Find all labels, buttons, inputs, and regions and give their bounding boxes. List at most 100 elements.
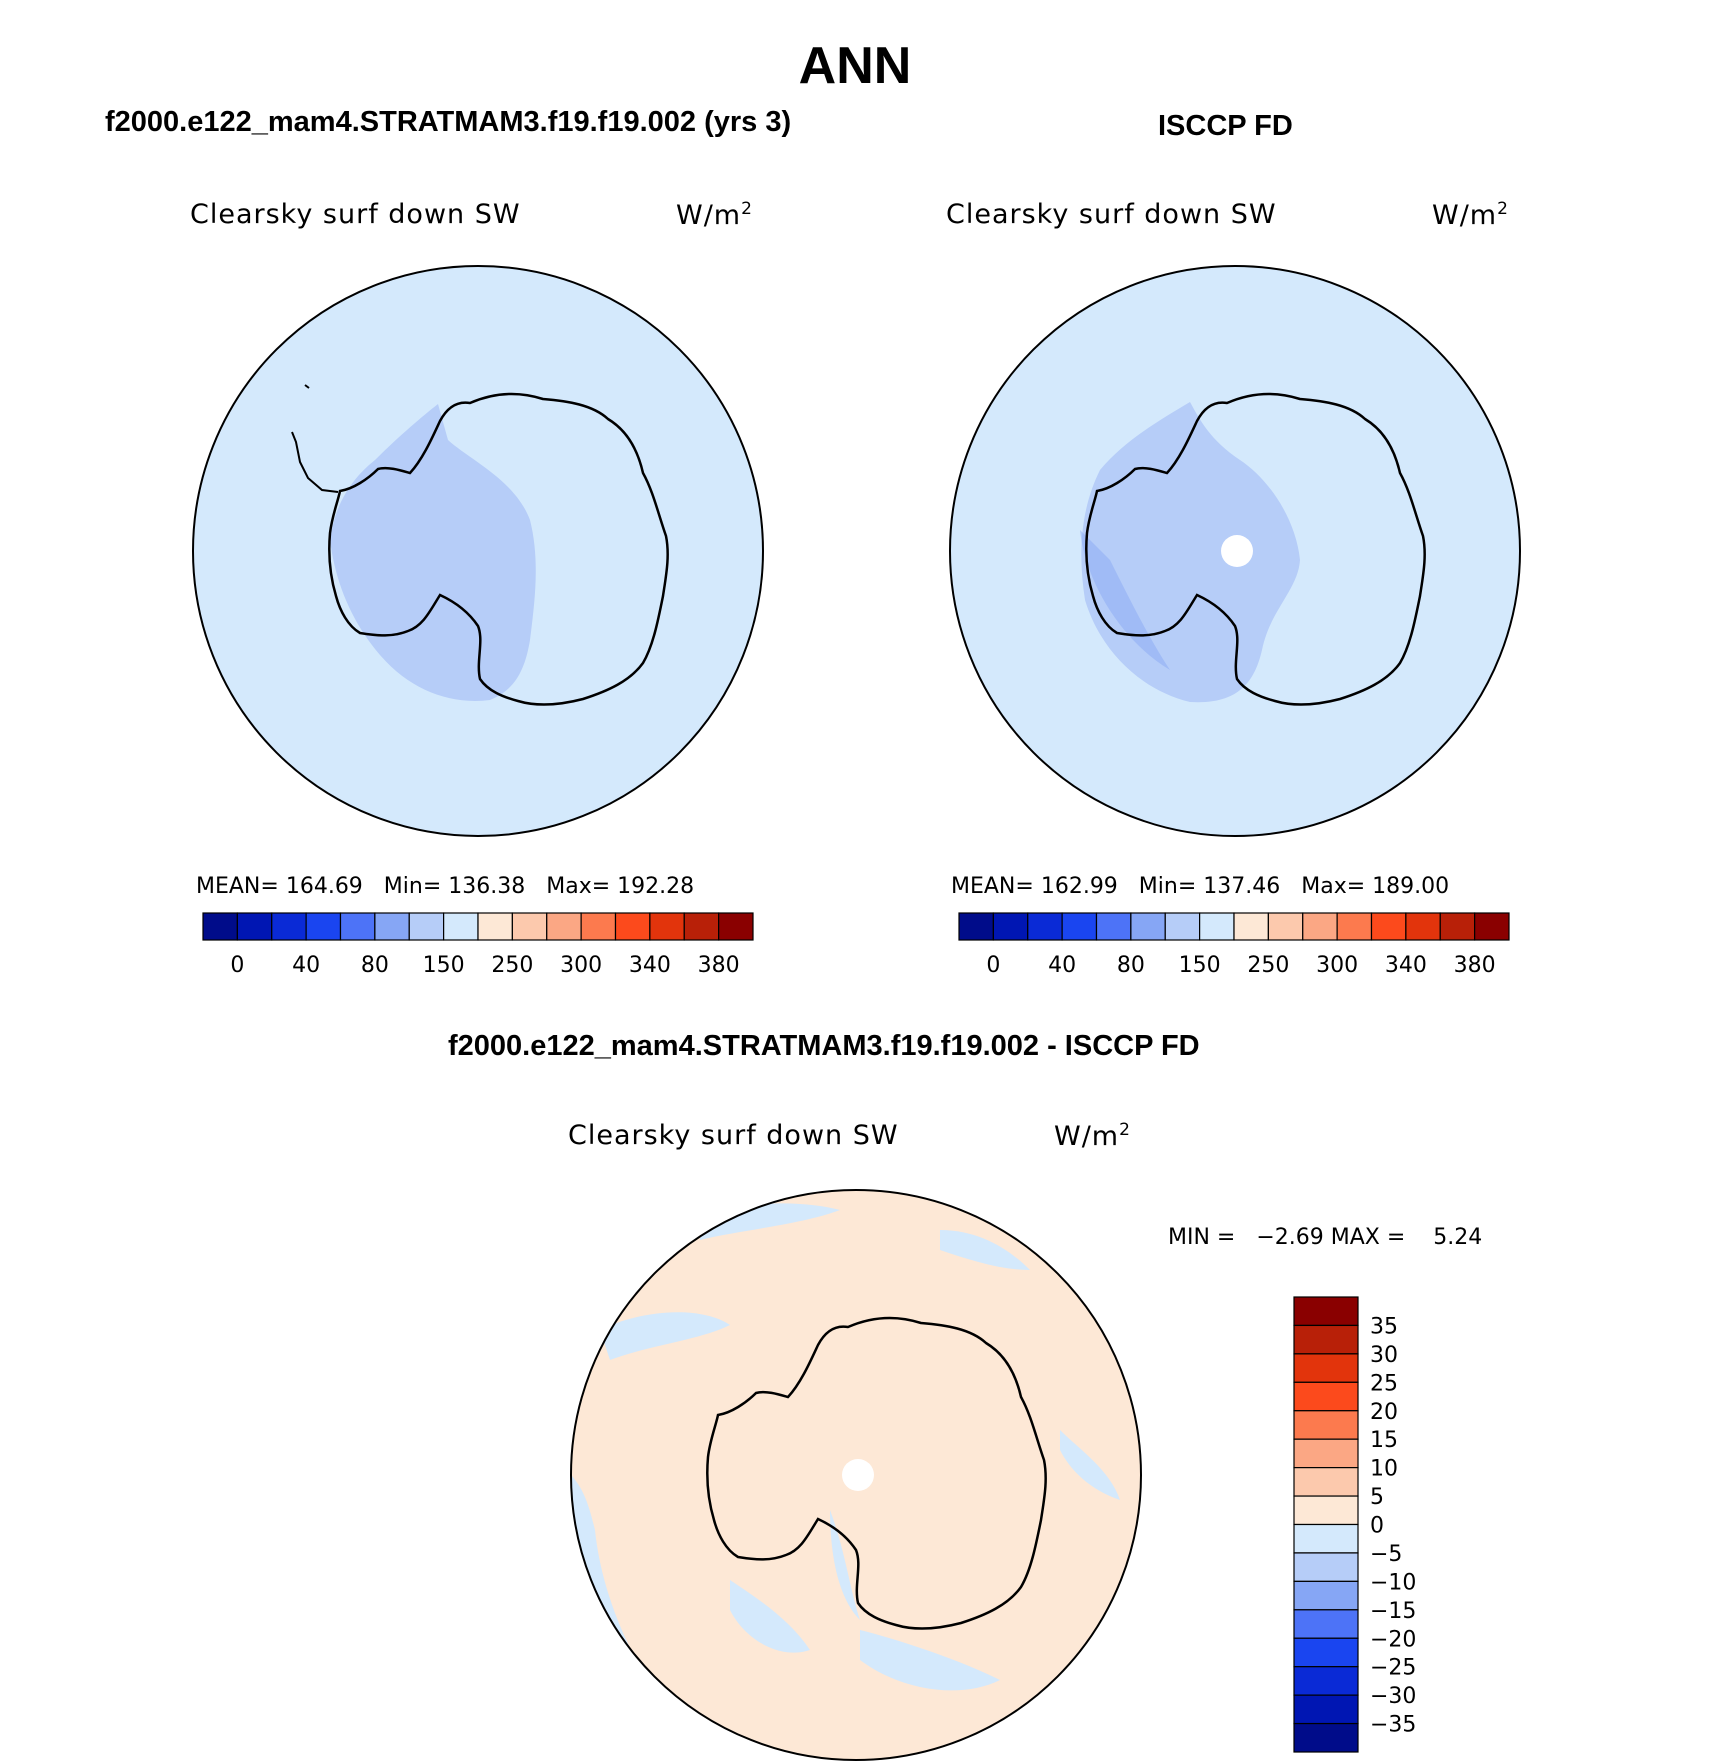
panel1-map bbox=[193, 266, 763, 836]
panel3-colorbar-tick-label: −35 bbox=[1370, 1713, 1416, 1738]
panel1-map-border bbox=[192, 265, 764, 837]
panel1-colorbar-tick-label: 0 bbox=[230, 953, 244, 978]
panel1-case-title: f2000.e122_mam4.STRATMAM3.f19.f19.002 (y… bbox=[105, 106, 792, 138]
panel2-colorbar-box bbox=[1370, 912, 1407, 941]
panel1-colorbar-box bbox=[477, 912, 513, 941]
panel3-colorbar-box bbox=[1293, 1694, 1359, 1725]
panel3-colorbar-box bbox=[1293, 1381, 1359, 1412]
panel2-colorbar: 0 40 80 150 250 300 340 380 bbox=[958, 912, 1510, 978]
panel3-colorbar: 35 30 25 20 15 10 5 0 −5 −10 −15 −20 −25 −30 −35 bbox=[1293, 1296, 1416, 1753]
panel3-case-title: f2000.e122_mam4.STRATMAM3.f19.f19.002 - … bbox=[448, 1030, 1200, 1062]
panel2-colorbar-box bbox=[1199, 912, 1235, 941]
panel3-colorbar-tick-label: 10 bbox=[1370, 1457, 1398, 1482]
panel2-colorbar-tick-label: 0 bbox=[986, 953, 1000, 978]
panel1-colorbar-box bbox=[546, 912, 582, 941]
panel2-colorbar-box bbox=[1439, 912, 1476, 941]
panel3-colorbar-box bbox=[1293, 1552, 1359, 1582]
panel2-colorbar-tick-label: 40 bbox=[1048, 953, 1076, 978]
panel3-colorbar-tick-label: −30 bbox=[1370, 1684, 1416, 1709]
panel3-colorbar-box bbox=[1293, 1410, 1359, 1440]
panel1-colorbar-box bbox=[305, 912, 342, 941]
panel3-units-label: W/m2 bbox=[1054, 1120, 1131, 1152]
panel2-missing-pole bbox=[1221, 535, 1253, 567]
panel1-colorbar-box bbox=[614, 912, 651, 941]
panel1-variable-label: Clearsky surf down SW bbox=[190, 199, 521, 230]
panel2-colorbar-box bbox=[1405, 912, 1441, 941]
panel1-colorbar-box bbox=[202, 912, 238, 941]
panel3-colorbar-box bbox=[1293, 1495, 1359, 1526]
panel2-colorbar-tick-label: 300 bbox=[1316, 953, 1358, 978]
panel2-colorbar-box bbox=[1130, 912, 1166, 941]
panel3-colorbar-tick-label: −10 bbox=[1370, 1570, 1416, 1595]
panel1-colorbar-tick-label: 380 bbox=[698, 953, 740, 978]
panel3-colorbar-box bbox=[1293, 1722, 1359, 1753]
panel1-colorbar-tick-label: 250 bbox=[491, 953, 533, 978]
panel3-colorbar-tick-label: −20 bbox=[1370, 1627, 1416, 1652]
panel3-colorbar-tick-label: 35 bbox=[1370, 1314, 1398, 1339]
panel1-colorbar-box bbox=[718, 912, 754, 941]
panel3-colorbar-box bbox=[1293, 1438, 1359, 1469]
panel2-units-label: W/m2 bbox=[1432, 199, 1509, 231]
panel3-colorbar-tick-label: −5 bbox=[1370, 1542, 1402, 1567]
panel3-colorbar-tick-label: 20 bbox=[1370, 1400, 1398, 1425]
panel1-units-label: W/m2 bbox=[676, 199, 753, 231]
panel1-colorbar-box bbox=[236, 912, 273, 941]
panel3-missing-pole bbox=[842, 1459, 874, 1491]
panel2-colorbar-tick-label: 250 bbox=[1247, 953, 1289, 978]
panel1-colorbar-box bbox=[408, 912, 445, 941]
panel1-colorbar-box bbox=[339, 912, 376, 941]
panel2-colorbar-box bbox=[992, 912, 1029, 941]
panel1-colorbar-tick-label: 340 bbox=[629, 953, 671, 978]
panel1-colorbar-tick-label: 80 bbox=[361, 953, 389, 978]
panel2-map bbox=[950, 266, 1520, 836]
panel2-variable-label: Clearsky surf down SW bbox=[946, 199, 1277, 230]
panel2-colorbar-box bbox=[1336, 912, 1373, 941]
panel1-colorbar-box bbox=[649, 912, 685, 941]
panel2-colorbar-tick-label: 80 bbox=[1117, 953, 1145, 978]
panel1-colorbar-box bbox=[511, 912, 548, 941]
panel2-colorbar-box bbox=[1061, 912, 1098, 941]
panel3-map bbox=[571, 1190, 1141, 1760]
panel1-colorbar-tick-label: 40 bbox=[292, 953, 320, 978]
panel2-map-border bbox=[949, 265, 1521, 837]
panel1-colorbar: 0 40 80 150 250 300 340 380 bbox=[202, 912, 754, 978]
panel1-colorbar-box bbox=[683, 912, 720, 941]
panel3-colorbar-box bbox=[1293, 1580, 1359, 1611]
panel3-map-border bbox=[570, 1189, 1142, 1761]
panel3-colorbar-box bbox=[1293, 1523, 1359, 1554]
panel2-colorbar-tick-label: 380 bbox=[1454, 953, 1496, 978]
panel3-colorbar-box bbox=[1293, 1637, 1359, 1668]
panel1-colorbar-tick-label: 300 bbox=[560, 953, 602, 978]
panel1-stats: MEAN= 164.69 Min= 136.38 Max= 192.28 bbox=[196, 874, 695, 899]
panel3-colorbar-box bbox=[1293, 1324, 1359, 1355]
panel3-colorbar-box bbox=[1293, 1666, 1359, 1696]
panel2-colorbar-tick-label: 340 bbox=[1385, 953, 1427, 978]
panel3-colorbar-tick-label: −15 bbox=[1370, 1599, 1416, 1624]
panel3-colorbar-tick-label: 25 bbox=[1370, 1371, 1398, 1396]
figure-title: ANN bbox=[798, 37, 912, 95]
panel3-colorbar-tick-label: 15 bbox=[1370, 1428, 1398, 1453]
panel2-colorbar-box bbox=[1233, 912, 1269, 941]
panel2-stats: MEAN= 162.99 Min= 137.46 Max= 189.00 bbox=[951, 874, 1450, 899]
panel3-colorbar-tick-label: 30 bbox=[1370, 1343, 1398, 1368]
panel2-colorbar-box bbox=[1267, 912, 1304, 941]
panel2-colorbar-box bbox=[1164, 912, 1201, 941]
panel2-colorbar-box bbox=[1027, 912, 1063, 941]
panel3-colorbar-tick-label: 5 bbox=[1370, 1485, 1384, 1510]
panel1-colorbar-tick-label: 150 bbox=[423, 953, 465, 978]
panel3-colorbar-box bbox=[1293, 1467, 1359, 1497]
panel1-colorbar-box bbox=[374, 912, 410, 941]
panel3-colorbar-box bbox=[1293, 1353, 1359, 1383]
panel1-colorbar-box bbox=[580, 912, 617, 941]
panel3-colorbar-box bbox=[1293, 1609, 1359, 1639]
panel2-case-title: ISCCP FD bbox=[1158, 110, 1293, 142]
panel2-colorbar-tick-label: 150 bbox=[1179, 953, 1221, 978]
panel2-colorbar-box bbox=[1302, 912, 1338, 941]
panel2-colorbar-box bbox=[958, 912, 994, 941]
panel1-colorbar-box bbox=[443, 912, 479, 941]
panel2-colorbar-box bbox=[1095, 912, 1132, 941]
panel3-colorbar-tick-label: −25 bbox=[1370, 1656, 1416, 1681]
panel1-colorbar-box bbox=[271, 912, 307, 941]
panel3-colorbar-tick-label: 0 bbox=[1370, 1514, 1384, 1539]
